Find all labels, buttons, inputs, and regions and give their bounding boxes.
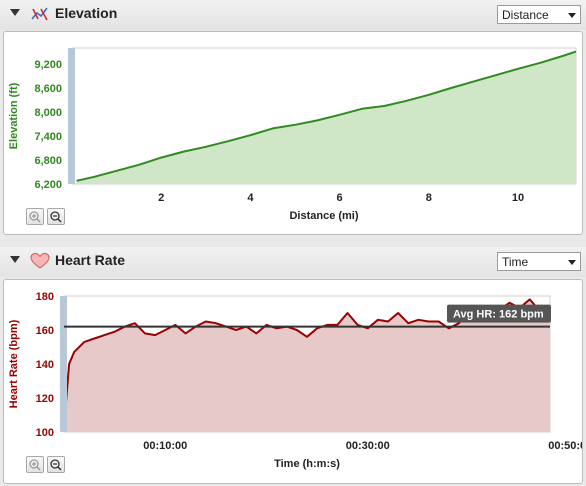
average-hr-label: Avg HR: 162 bpm [447,304,551,323]
series-area [76,51,576,184]
heart-icon [30,252,50,269]
x-tick-label: 4 [247,192,254,204]
zoom-in-icon [29,211,41,223]
elevation-chart-icon [31,7,48,21]
x-tick-label: 00:10:00 [143,440,187,452]
y-tick-label: 9,200 [34,59,62,71]
heart-rate-axis-dropdown-value: Time [502,255,529,269]
selection-handle[interactable] [60,296,67,432]
series-line [76,50,577,182]
y-tick-label: 100 [36,427,54,439]
heart-rate-axis-dropdown[interactable]: Time [497,252,581,271]
y-tick-label: 7,400 [34,131,62,143]
y-tick-label: 140 [36,359,54,371]
zoom-in-button[interactable] [26,208,44,225]
y-tick-label: 6,800 [34,155,62,167]
selection-handle[interactable] [68,48,75,184]
y-axis-label: Heart Rate (bpm) [8,319,20,408]
average-hr-label-bg [447,304,551,323]
y-tick-label: 8,600 [34,83,62,95]
zoom-out-button[interactable] [47,456,65,473]
x-tick-label: 6 [337,192,343,204]
y-tick-label: 180 [36,291,54,303]
elevation-panel-header: Elevation Distance [0,0,586,30]
series-area [64,299,550,432]
x-tick-label: 2 [158,192,164,204]
x-tick-label: 00:30:00 [346,440,390,452]
zoom-out-button[interactable] [47,208,65,225]
elevation-axis-dropdown-value: Distance [502,8,549,22]
x-axis-label: Distance (mi) [289,210,358,222]
heart-rate-chart[interactable]: 10012014016018000:10:0000:30:0000:50:000… [4,280,582,483]
elevation-axis-dropdown[interactable]: Distance [497,5,581,24]
zoom-in-button[interactable] [26,456,44,473]
x-tick-label: 00:50:00 [548,440,582,452]
elevation-chart-box: 6,200 6,800 7,400 8,000 8,600 9,200 2 4 6 8 10 Dist… [3,31,583,235]
elevation-chart[interactable]: 6,200 6,800 7,400 8,000 8,600 9,200 2 4 6 8 10 Dist… [4,32,582,234]
x-tick-label: 10 [512,192,524,204]
chevron-down-icon [568,260,576,265]
heart-rate-panel-title: Heart Rate [55,252,126,268]
collapse-heart-rate-toggle[interactable] [10,256,20,263]
average-hr-label-text: Avg HR: 162 bpm [453,309,544,321]
collapse-elevation-toggle[interactable] [10,9,20,16]
heart-rate-chart-box: 10012014016018000:10:0000:30:0000:50:000… [3,279,583,484]
y-tick-label: 6,200 [34,179,62,191]
heart-rate-panel-header: Heart Rate Time [0,247,586,277]
x-axis-label: Time (h:m:s) [274,458,340,470]
y-tick-label: 8,000 [34,107,62,119]
zoom-out-icon [50,211,62,223]
elevation-panel-title: Elevation [55,5,118,21]
y-axis-label: Elevation (ft) [8,82,20,149]
y-tick-label: 160 [36,325,54,337]
y-tick-label: 120 [36,393,54,405]
zoom-in-icon [29,459,41,471]
zoom-out-icon [50,459,62,471]
x-tick-label: 8 [426,192,432,204]
chevron-down-icon [568,13,576,18]
